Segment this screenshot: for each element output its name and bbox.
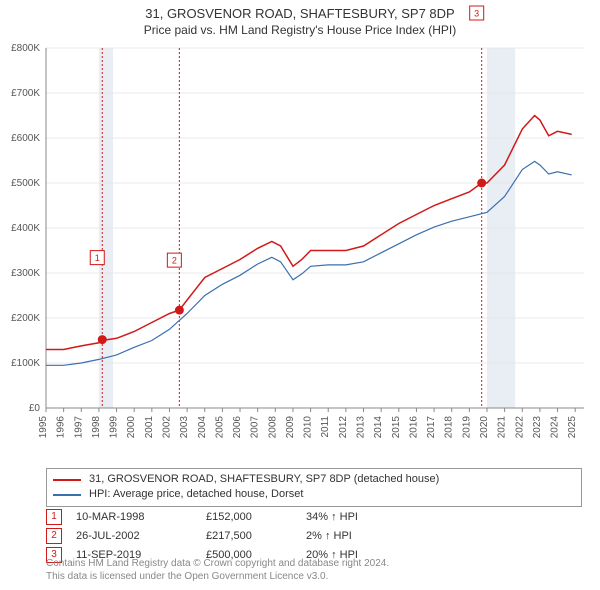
svg-text:2018: 2018 <box>444 416 455 439</box>
svg-text:2021: 2021 <box>497 416 508 439</box>
chart-title: 31, GROSVENOR ROAD, SHAFTESBURY, SP7 8DP <box>0 6 600 21</box>
svg-text:1999: 1999 <box>109 416 120 439</box>
svg-text:£600K: £600K <box>11 133 40 144</box>
svg-text:2006: 2006 <box>232 416 243 439</box>
chart-subtitle: Price paid vs. HM Land Registry's House … <box>0 23 600 37</box>
svg-text:2022: 2022 <box>514 416 525 439</box>
svg-text:2013: 2013 <box>356 416 367 439</box>
svg-text:2002: 2002 <box>161 416 172 439</box>
sale-price-1: £152,000 <box>206 511 306 523</box>
svg-text:2009: 2009 <box>285 416 296 439</box>
svg-text:2019: 2019 <box>461 416 472 439</box>
svg-text:2007: 2007 <box>250 416 261 439</box>
svg-text:£800K: £800K <box>11 43 40 54</box>
sale-pct-2: 2% ↑ HPI <box>306 530 406 542</box>
sale-marker-2: 2 <box>46 528 62 544</box>
footer: Contains HM Land Registry data © Crown c… <box>46 558 389 583</box>
legend-label-hpi: HPI: Average price, detached house, Dors… <box>89 487 303 502</box>
svg-text:2008: 2008 <box>267 416 278 439</box>
chart-svg: £0£100K£200K£300K£400K£500K£600K£700K£80… <box>46 48 584 436</box>
svg-text:£100K: £100K <box>11 358 40 369</box>
svg-text:2020: 2020 <box>479 416 490 439</box>
svg-text:2023: 2023 <box>532 416 543 439</box>
sale-pct-1: 34% ↑ HPI <box>306 511 406 523</box>
svg-text:1: 1 <box>95 253 100 263</box>
svg-text:2003: 2003 <box>179 416 190 439</box>
svg-text:2025: 2025 <box>567 416 578 439</box>
svg-text:1998: 1998 <box>91 416 102 439</box>
footer-line-1: Contains HM Land Registry data © Crown c… <box>46 558 389 571</box>
svg-text:1996: 1996 <box>56 416 67 439</box>
legend-swatch-price-paid <box>53 479 81 481</box>
legend-row-hpi: HPI: Average price, detached house, Dors… <box>53 487 575 502</box>
legend-label-price-paid: 31, GROSVENOR ROAD, SHAFTESBURY, SP7 8DP… <box>89 472 439 487</box>
legend-box: 31, GROSVENOR ROAD, SHAFTESBURY, SP7 8DP… <box>46 468 582 507</box>
svg-text:£0: £0 <box>29 403 41 414</box>
svg-text:2011: 2011 <box>320 416 331 438</box>
svg-text:£500K: £500K <box>11 178 40 189</box>
legend-swatch-hpi <box>53 494 81 496</box>
footer-line-2: This data is licensed under the Open Gov… <box>46 571 389 584</box>
svg-text:3: 3 <box>474 9 479 19</box>
chart-title-block: 31, GROSVENOR ROAD, SHAFTESBURY, SP7 8DP… <box>0 0 600 37</box>
svg-text:1995: 1995 <box>38 416 49 439</box>
svg-text:2001: 2001 <box>144 416 155 439</box>
sale-marker-1: 1 <box>46 509 62 525</box>
svg-text:£300K: £300K <box>11 268 40 279</box>
svg-text:£700K: £700K <box>11 88 40 99</box>
svg-text:1997: 1997 <box>73 416 84 439</box>
svg-text:2: 2 <box>172 256 177 266</box>
sale-date-2: 26-JUL-2002 <box>76 530 206 542</box>
svg-text:2005: 2005 <box>214 416 225 439</box>
svg-text:2015: 2015 <box>391 416 402 439</box>
sale-date-1: 10-MAR-1998 <box>76 511 206 523</box>
svg-text:2010: 2010 <box>303 416 314 439</box>
sale-price-2: £217,500 <box>206 530 306 542</box>
sale-row-2: 2 26-JUL-2002 £217,500 2% ↑ HPI <box>46 528 406 544</box>
svg-text:2017: 2017 <box>426 416 437 439</box>
sales-table: 1 10-MAR-1998 £152,000 34% ↑ HPI 2 26-JU… <box>46 506 406 563</box>
svg-text:2012: 2012 <box>338 416 349 439</box>
svg-text:£400K: £400K <box>11 223 40 234</box>
svg-text:2014: 2014 <box>373 416 384 439</box>
svg-text:£200K: £200K <box>11 313 40 324</box>
svg-text:2016: 2016 <box>408 416 419 439</box>
legend-row-price-paid: 31, GROSVENOR ROAD, SHAFTESBURY, SP7 8DP… <box>53 472 575 487</box>
svg-text:2000: 2000 <box>126 416 137 439</box>
chart-area: £0£100K£200K£300K£400K£500K£600K£700K£80… <box>46 48 584 436</box>
svg-text:2024: 2024 <box>550 416 561 439</box>
svg-text:2004: 2004 <box>197 416 208 439</box>
sale-row-1: 1 10-MAR-1998 £152,000 34% ↑ HPI <box>46 509 406 525</box>
